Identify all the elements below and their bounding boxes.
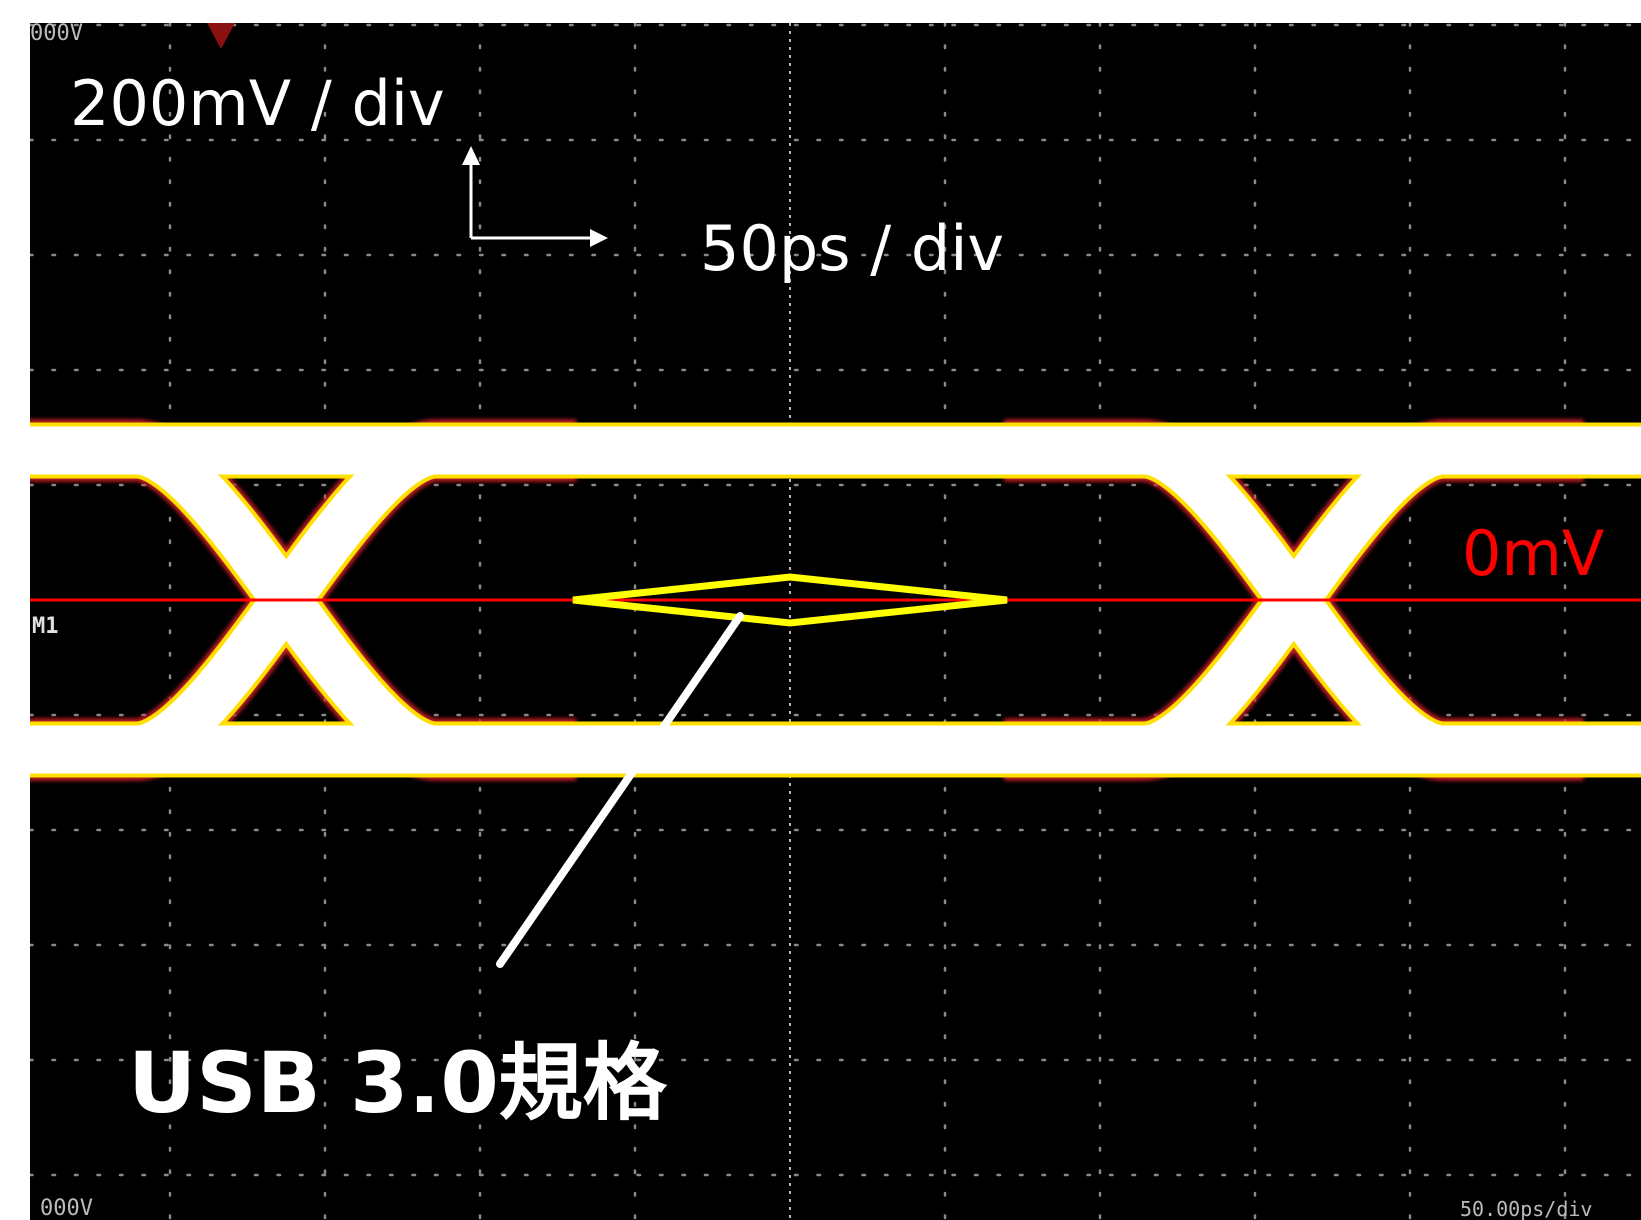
marker-label: M1 xyxy=(32,614,59,639)
trigger-marker xyxy=(207,23,235,49)
mask-leader-line xyxy=(496,612,744,968)
scale-arrow-lines xyxy=(469,156,595,240)
zero-level-label: 0mV xyxy=(1462,517,1605,590)
eye-diagram-plot xyxy=(30,23,1641,1220)
bottom-voltage-readout: 000V xyxy=(40,1196,93,1220)
mask-standard-label: USB 3.0規格 xyxy=(128,1034,667,1132)
timebase-readout: 50.00ps/div xyxy=(1460,1197,1593,1220)
annotations xyxy=(207,23,744,968)
right-arrowhead xyxy=(590,229,608,247)
oscilloscope-screen: 000V 000V 50.00ps/div M1 200mV / div 50p… xyxy=(30,23,1641,1220)
compliance-mask xyxy=(572,573,1008,627)
usb3-eye-mask xyxy=(572,573,1008,627)
top-voltage-readout: 000V xyxy=(30,23,83,46)
up-arrowhead xyxy=(462,146,480,165)
horizontal-scale-label: 50ps / div xyxy=(700,212,1005,285)
vertical-scale-label: 200mV / div xyxy=(70,67,445,140)
